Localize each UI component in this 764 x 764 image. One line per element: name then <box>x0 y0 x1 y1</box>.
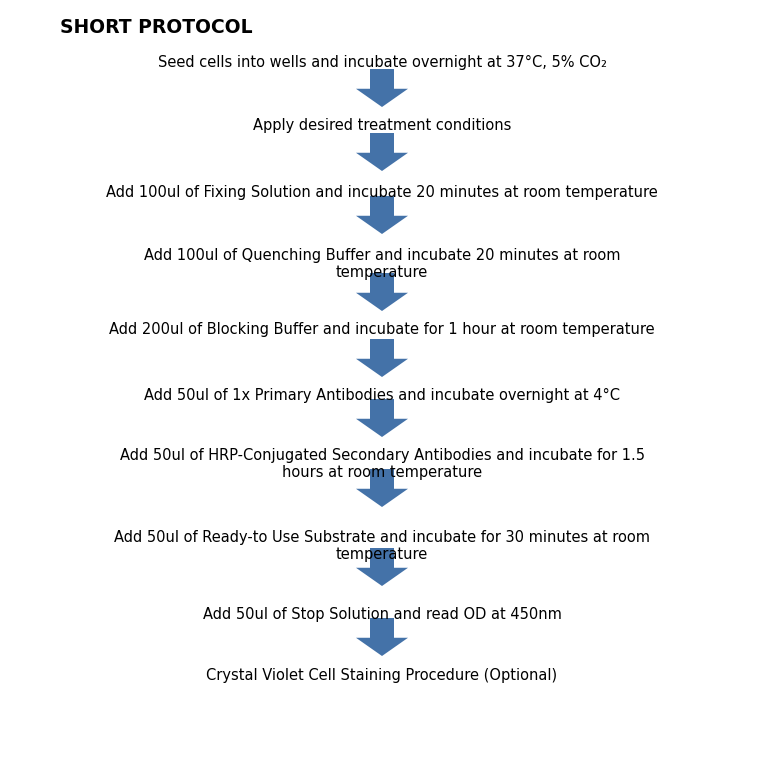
Polygon shape <box>356 399 408 437</box>
Text: Add 200ul of Blocking Buffer and incubate for 1 hour at room temperature: Add 200ul of Blocking Buffer and incubat… <box>109 322 655 337</box>
Text: Add 50ul of Stop Solution and read OD at 450nm: Add 50ul of Stop Solution and read OD at… <box>202 607 562 622</box>
Text: Add 50ul of 1x Primary Antibodies and incubate overnight at 4°C: Add 50ul of 1x Primary Antibodies and in… <box>144 388 620 403</box>
Text: SHORT PROTOCOL: SHORT PROTOCOL <box>60 18 253 37</box>
Text: Add 100ul of Quenching Buffer and incubate 20 minutes at room
temperature: Add 100ul of Quenching Buffer and incuba… <box>144 248 620 280</box>
Polygon shape <box>356 69 408 107</box>
Text: Add 50ul of Ready-to Use Substrate and incubate for 30 minutes at room
temperatu: Add 50ul of Ready-to Use Substrate and i… <box>114 530 650 562</box>
Polygon shape <box>356 339 408 377</box>
Polygon shape <box>356 469 408 507</box>
Polygon shape <box>356 273 408 311</box>
Text: Add 100ul of Fixing Solution and incubate 20 minutes at room temperature: Add 100ul of Fixing Solution and incubat… <box>106 185 658 200</box>
Text: Apply des​ired treatment conditions: Apply des​ired treatment conditions <box>253 118 511 133</box>
Polygon shape <box>356 133 408 171</box>
Polygon shape <box>356 618 408 656</box>
Text: Add 50ul of HRP-Conjugated Secondary Antibodies and incubate for 1.5
hours at ro: Add 50ul of HRP-Conjugated Secondary Ant… <box>119 448 645 481</box>
Text: Seed cells into wells and incubate overnight at 37°C, 5% CO₂: Seed cells into wells and incubate overn… <box>157 55 607 70</box>
Polygon shape <box>356 548 408 586</box>
Polygon shape <box>356 196 408 234</box>
Text: Crystal Violet Cell Staining Procedure (Optional): Crystal Violet Cell Staining Procedure (… <box>206 668 558 683</box>
